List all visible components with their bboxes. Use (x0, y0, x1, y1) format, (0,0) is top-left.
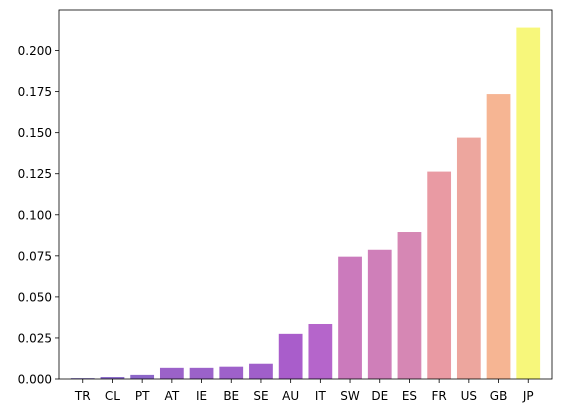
bar-tr (70, 378, 95, 379)
bar-sw (338, 256, 362, 379)
y-axis-ticks: 0.000 0.025 0.050 0.075 0.100 0.125 0.150 0.175… (18, 44, 59, 387)
bar-au (278, 333, 303, 379)
x-tick-label: IE (196, 389, 207, 403)
x-tick-label: AU (282, 389, 299, 403)
y-tick-label: 0.025 (18, 331, 52, 345)
y-tick-label: 0.100 (18, 208, 52, 222)
x-tick-label: JP (522, 389, 534, 403)
y-tick-label: 0.000 (18, 373, 52, 387)
bar-jp (516, 27, 541, 379)
x-tick-label: GB (490, 389, 508, 403)
x-tick-label: TR (74, 389, 91, 403)
x-tick-label: AT (165, 389, 180, 403)
x-tick-label: SW (340, 389, 360, 403)
y-tick-label: 0.150 (18, 126, 52, 140)
x-tick-label: IT (315, 389, 327, 403)
bar-it (308, 323, 333, 379)
bar-gb (486, 94, 511, 379)
bar-ie (189, 367, 214, 379)
x-axis-ticks: TR CL PT AT IE BE SE AU IT SW DE ES FR US GB JP (74, 379, 534, 403)
x-tick-label: SE (253, 389, 268, 403)
x-tick-label: CL (105, 389, 120, 403)
y-tick-label: 0.200 (18, 44, 52, 58)
bar-be (219, 366, 244, 379)
bars-group (70, 27, 541, 379)
bar-cl (100, 377, 125, 379)
x-tick-label: DE (371, 389, 388, 403)
bar-pt (130, 374, 155, 379)
bar-fr (427, 171, 452, 379)
bar-es (397, 232, 422, 379)
bar-us (456, 137, 481, 379)
y-tick-label: 0.175 (18, 85, 52, 99)
bar-de (367, 249, 392, 379)
y-tick-label: 0.075 (18, 249, 52, 263)
plot-frame (58, 9, 553, 380)
x-tick-label: ES (402, 389, 417, 403)
bar-se (249, 363, 273, 379)
y-tick-label: 0.050 (18, 290, 52, 304)
x-tick-label: PT (135, 389, 150, 403)
x-tick-label: FR (432, 389, 447, 403)
y-tick-label: 0.125 (18, 167, 52, 181)
bar-at (159, 367, 184, 379)
x-tick-label: US (461, 389, 477, 403)
x-tick-label: BE (223, 389, 239, 403)
